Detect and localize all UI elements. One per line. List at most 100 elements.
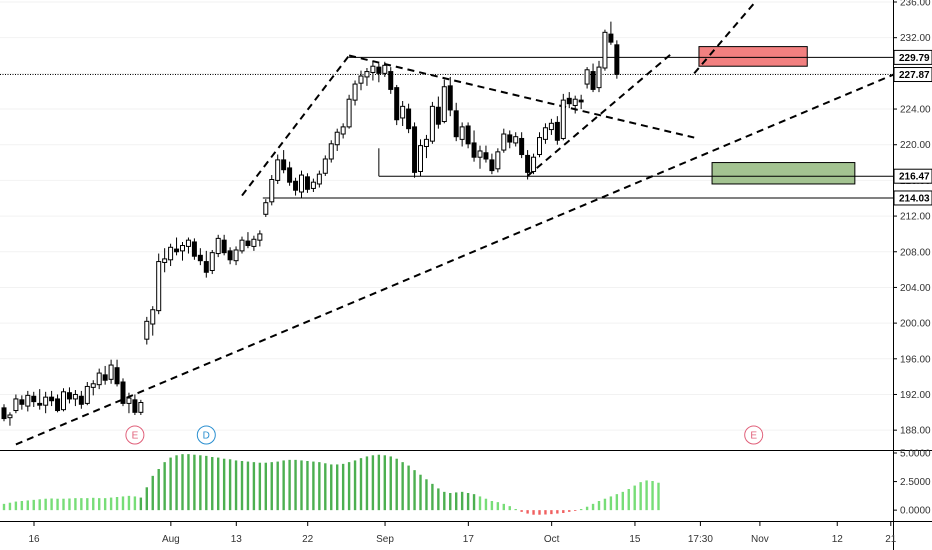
histogram-bar-positive <box>26 500 29 511</box>
dividend-event-marker[interactable]: D <box>196 425 216 445</box>
histogram-bar-positive <box>651 481 654 511</box>
candle <box>19 395 25 410</box>
candle-down-body <box>447 85 453 111</box>
candle-up-body <box>251 238 257 247</box>
candle <box>453 102 459 142</box>
candle-down-body <box>608 33 614 43</box>
histogram-bar-positive <box>300 460 303 511</box>
candle <box>542 123 548 144</box>
histogram-bar-positive <box>258 462 262 511</box>
price-grid-lines <box>0 1 893 431</box>
earnings-event-marker[interactable]: E <box>744 425 764 445</box>
candle-up-body <box>602 31 608 69</box>
histogram-bar-positive <box>133 496 137 511</box>
candle <box>138 399 144 415</box>
histogram-bar-positive <box>609 496 613 511</box>
candle-up-body <box>263 202 269 215</box>
candle <box>364 68 370 86</box>
time-axis[interactable]: 16 Aug 13 22 Sep 17 Oct 15 17:30 Nov 12 21 <box>28 521 897 545</box>
price-tag-label: 229.79 <box>899 53 930 64</box>
candle-up-body <box>560 99 566 139</box>
histogram-bar-positive <box>330 464 333 511</box>
candle <box>519 132 525 159</box>
candle <box>584 67 590 89</box>
candle <box>465 122 471 149</box>
histogram-bar-positive <box>407 465 410 511</box>
price-axis[interactable]: 236.00232.00228.00224.00220.00216.00212.… <box>893 0 932 437</box>
price-tick-label: 220.00 <box>900 140 931 151</box>
histogram-bar-positive <box>74 498 77 511</box>
candle <box>554 116 560 145</box>
candle-down-body <box>453 110 459 138</box>
price-tag: 229.79 <box>893 49 932 65</box>
candle-up-body <box>13 398 19 412</box>
histogram-bar-positive <box>86 498 89 511</box>
event-letter: D <box>203 431 210 442</box>
histogram-bar-positive <box>615 494 619 511</box>
candle-up-body <box>400 105 406 119</box>
support-resistance-zones <box>698 46 856 185</box>
candle-down-body <box>174 248 180 253</box>
candle <box>459 122 465 147</box>
candle <box>245 232 251 249</box>
candle-up-body <box>150 309 156 325</box>
histogram-bar-positive <box>318 462 321 511</box>
candle <box>84 381 90 406</box>
candle-down-body <box>132 399 138 413</box>
candle <box>537 132 542 158</box>
histogram-bar-positive <box>68 498 71 511</box>
histogram-bar-positive <box>264 462 267 511</box>
histogram-bar-positive <box>270 462 273 511</box>
candle-down-body <box>55 398 61 412</box>
candle-up-body <box>209 252 215 271</box>
trendline <box>693 3 755 75</box>
candle <box>7 412 13 426</box>
histogram-bar-positive <box>276 461 279 511</box>
histogram-bar-positive <box>359 458 363 511</box>
histogram-bar-positive <box>8 502 12 511</box>
candle <box>501 128 507 153</box>
histogram-bar-positive <box>496 502 500 511</box>
histogram-bar-positive <box>151 475 154 511</box>
candle <box>239 236 245 254</box>
candle-up-body <box>370 65 376 73</box>
histogram-bar-positive <box>228 459 232 511</box>
time-tick-label: 12 <box>832 534 844 545</box>
candle <box>275 154 281 184</box>
candle-up-body <box>7 414 13 419</box>
histogram-bar-positive <box>455 492 458 511</box>
earnings-event-marker[interactable]: E <box>125 425 145 445</box>
candle <box>441 79 447 124</box>
histogram-bar-positive <box>603 498 607 511</box>
candle <box>257 230 263 247</box>
candle-down-body <box>489 159 495 172</box>
event-letter: E <box>750 431 757 442</box>
candle-up-body <box>269 179 275 203</box>
candle-down-body <box>227 250 233 261</box>
candle <box>322 155 328 176</box>
histogram-bar-positive <box>484 498 488 511</box>
histogram-bar-positive <box>419 474 422 511</box>
histogram-bar-negative <box>532 510 535 515</box>
histogram-bar-negative <box>574 510 577 511</box>
histogram-bar-positive <box>460 491 464 511</box>
price-tag-box <box>893 49 932 65</box>
candle-down-body <box>471 142 477 158</box>
candle-up-body <box>257 233 263 241</box>
candle-up-body <box>84 385 90 404</box>
candle-up-body <box>126 397 132 404</box>
candle <box>174 237 180 256</box>
candle-down-body <box>376 66 382 74</box>
candle-up-body <box>90 383 96 388</box>
candle <box>299 170 304 199</box>
histogram-bar-positive <box>127 495 131 511</box>
histogram-bar-negative <box>568 510 571 512</box>
candle-down-body <box>566 97 572 105</box>
time-tick-label: 21 <box>885 534 897 545</box>
histogram-bar-positive <box>181 454 184 511</box>
candle-up-body <box>501 133 507 151</box>
candle <box>370 60 376 81</box>
histogram-bar-positive <box>32 499 35 511</box>
